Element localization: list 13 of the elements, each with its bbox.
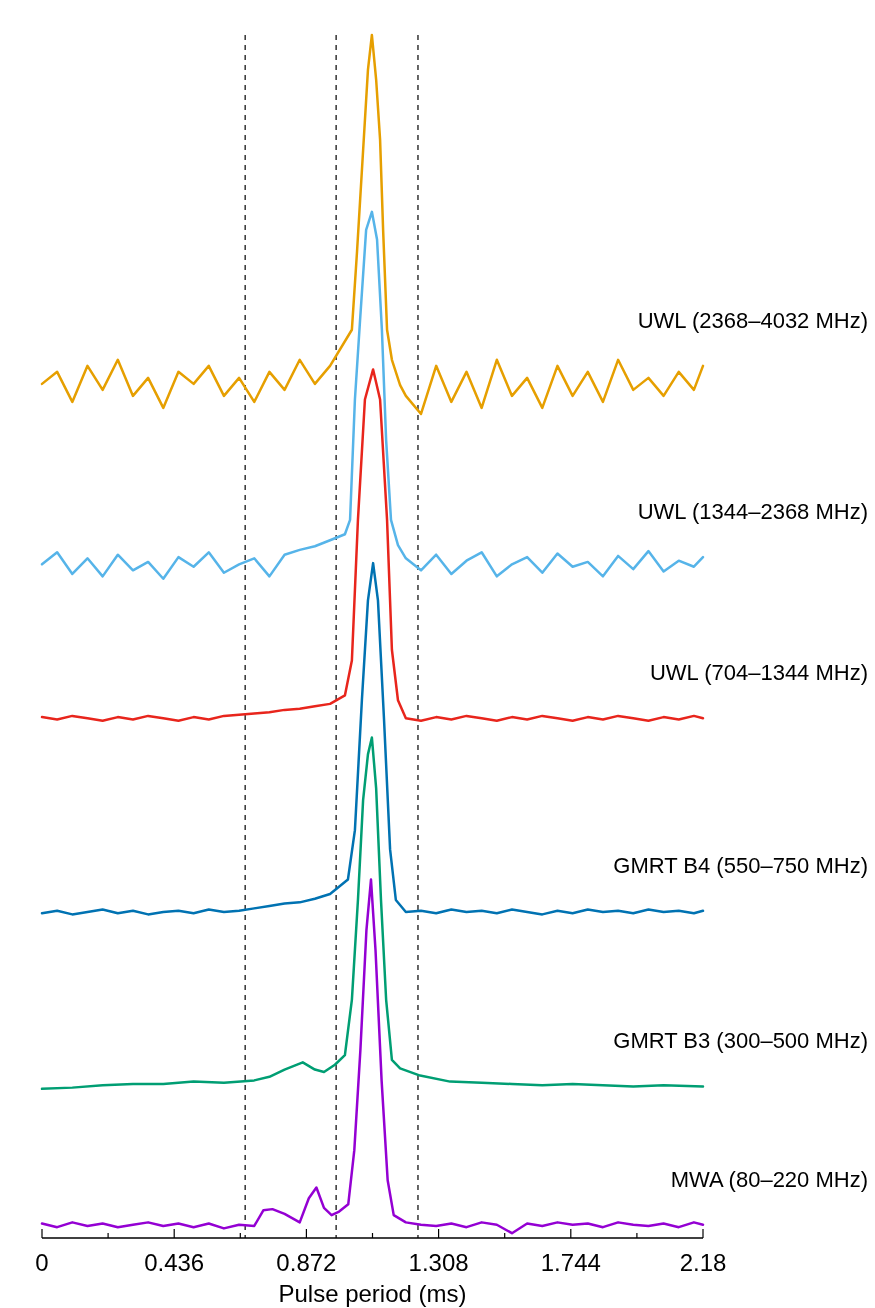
series-label: GMRT B4 (550–750 MHz) bbox=[613, 852, 868, 878]
x-tick-label: 1.308 bbox=[408, 1249, 469, 1276]
x-tick-label: 2.18 bbox=[679, 1249, 727, 1276]
x-tick-label: 1.744 bbox=[540, 1249, 601, 1276]
series-label: MWA (80–220 MHz) bbox=[670, 1166, 868, 1192]
series-label: UWL (1344–2368 MHz) bbox=[637, 499, 868, 525]
x-tick-label: 0.436 bbox=[144, 1249, 205, 1276]
x-tick-label: 0.872 bbox=[276, 1249, 337, 1276]
x-axis-title: Pulse period (ms) bbox=[278, 1280, 467, 1307]
series-label: GMRT B3 (300–500 MHz) bbox=[613, 1028, 868, 1054]
x-tick-label: 0 bbox=[35, 1249, 49, 1276]
series-label: UWL (704–1344 MHz) bbox=[649, 660, 868, 686]
series-label: UWL (2368–4032 MHz) bbox=[637, 307, 868, 333]
